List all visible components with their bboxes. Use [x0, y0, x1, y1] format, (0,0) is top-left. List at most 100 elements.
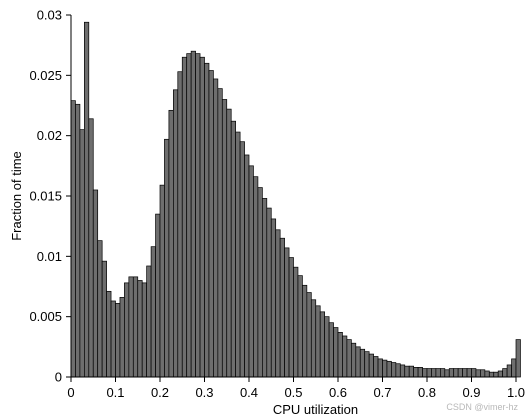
histogram-bar	[253, 176, 259, 378]
histogram-bar	[506, 364, 512, 378]
histogram-bar	[382, 359, 388, 378]
histogram-bar	[173, 89, 179, 378]
histogram-bar	[448, 368, 455, 378]
histogram-bar	[146, 265, 152, 378]
histogram-bar	[417, 367, 423, 378]
histogram-bar	[359, 348, 366, 378]
histogram-bar	[462, 368, 468, 378]
histogram-bar	[511, 358, 517, 378]
histogram-bar	[195, 53, 201, 378]
histogram-bar	[92, 189, 99, 378]
histogram-bar	[302, 284, 308, 378]
histogram-bar	[83, 21, 90, 378]
histogram-bar	[435, 368, 441, 378]
histogram-bar	[368, 353, 374, 378]
histogram-bar	[395, 363, 401, 378]
histogram-bar	[177, 71, 183, 378]
histogram-bar	[391, 362, 397, 378]
histogram-bar	[324, 316, 330, 378]
histogram-bar	[230, 120, 236, 378]
x-tick-label: 0.4	[240, 385, 258, 400]
histogram-bar	[484, 370, 490, 378]
x-tick-label: 0.8	[418, 385, 436, 400]
y-axis-title: Fraction of time	[9, 151, 24, 241]
histogram-bar	[337, 332, 343, 378]
histogram-bar	[328, 322, 334, 378]
histogram-bar	[204, 62, 210, 378]
histogram-bar	[488, 371, 495, 378]
histogram-bar	[319, 311, 326, 378]
histogram-bar	[297, 275, 303, 378]
histogram-bar	[471, 368, 477, 378]
histogram-bar	[128, 276, 134, 378]
histogram-bar	[306, 292, 312, 378]
histogram-bar	[364, 351, 370, 378]
histogram-bar	[217, 88, 223, 378]
histogram-bar	[79, 129, 85, 378]
histogram-bar	[141, 282, 147, 378]
histogram-bar	[132, 276, 139, 378]
histogram-bar	[248, 165, 254, 378]
histogram-bar	[181, 56, 188, 378]
histogram-bar	[97, 240, 103, 378]
histogram-bar	[115, 303, 121, 378]
x-tick-label: 0.7	[373, 385, 391, 400]
histogram-bar	[124, 282, 130, 378]
histogram-bar	[431, 368, 437, 378]
bars-group	[70, 21, 521, 378]
histogram-bar	[444, 369, 450, 378]
histogram-bar	[101, 260, 107, 378]
histogram-bar	[199, 56, 205, 378]
histogram-bar	[70, 100, 76, 378]
histogram-bar	[106, 290, 112, 378]
histogram-bar	[373, 356, 379, 378]
histogram-bar	[137, 280, 143, 378]
x-tick-label: 0.5	[284, 385, 302, 400]
histogram-bar	[457, 368, 463, 378]
y-tick-label: 0.015	[29, 189, 62, 204]
histogram-bar	[355, 346, 361, 378]
histogram-bar	[310, 299, 317, 378]
histogram-bar	[244, 154, 250, 378]
histogram-bar	[75, 103, 81, 378]
histogram-bar	[288, 257, 294, 378]
histogram-bar	[88, 118, 94, 378]
histogram-bar	[221, 99, 228, 378]
histogram-bar	[408, 365, 415, 378]
axes-group: 0 0.1 0.2 0.3 0.4 0.5 0.6 0.7 0.8 0.9 1.0 0 0.005 0.0…	[29, 8, 525, 401]
histogram-bar	[208, 70, 214, 378]
y-tick-label: 0.01	[37, 249, 62, 264]
histogram-bar	[168, 109, 174, 378]
histogram-bar	[453, 368, 459, 378]
histogram-bar	[119, 297, 125, 378]
histogram-bar	[186, 53, 192, 378]
histogram-bar	[386, 360, 392, 378]
y-tick-label: 0.03	[37, 8, 62, 23]
histogram-bar	[493, 371, 499, 378]
histogram-bar	[333, 327, 339, 378]
histogram-bar	[239, 141, 245, 378]
histogram-bar	[275, 229, 281, 378]
x-tick-label: 0	[67, 385, 74, 400]
histogram-bar	[270, 218, 277, 378]
x-axis-title: CPU utilization	[273, 402, 358, 417]
histogram-bar	[351, 342, 357, 378]
histogram-bar	[466, 368, 472, 378]
histogram-bar	[480, 369, 486, 378]
x-tick-label: 1.0	[507, 385, 525, 400]
histogram-bar	[150, 246, 156, 378]
histogram-bar	[497, 370, 504, 378]
histogram-bar	[190, 50, 196, 378]
x-tick-label: 0.9	[462, 385, 480, 400]
histogram-bar	[404, 365, 410, 378]
y-tick-label: 0	[55, 370, 62, 385]
x-tick-label: 0.6	[329, 385, 347, 400]
histogram-bar	[284, 247, 290, 378]
histogram-bar	[315, 305, 321, 378]
histogram-bar	[235, 131, 241, 378]
histogram-bar	[342, 335, 348, 378]
histogram-bar	[377, 358, 383, 378]
histogram-bar	[257, 187, 263, 378]
histogram-bar	[164, 138, 170, 378]
